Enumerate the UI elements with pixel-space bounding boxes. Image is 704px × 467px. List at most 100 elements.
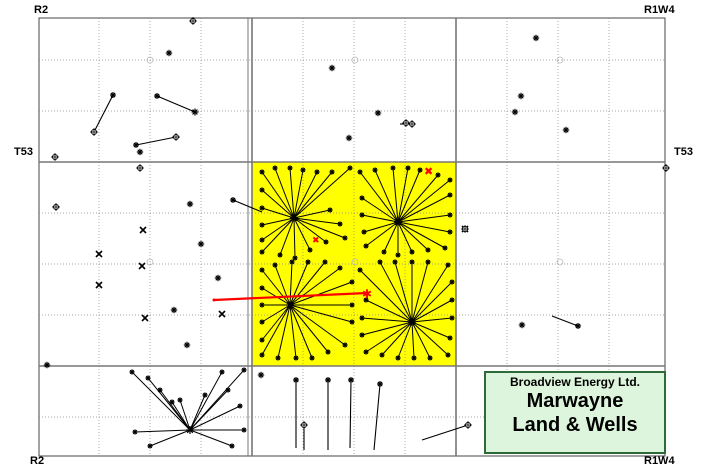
well-symbol	[139, 226, 147, 234]
well-trajectory	[361, 317, 413, 323]
well-trajectory	[289, 304, 329, 353]
well-trajectory	[551, 315, 579, 327]
well-trajectory	[159, 389, 191, 431]
well-trajectory	[261, 304, 291, 341]
well-symbol	[348, 377, 354, 383]
well-trajectory	[373, 383, 381, 451]
well-symbol	[293, 377, 299, 383]
well-symbol	[293, 355, 299, 361]
svg-text:✱: ✱	[362, 287, 372, 301]
well-symbol	[259, 302, 265, 308]
well-trajectory	[261, 269, 291, 306]
well-symbol	[259, 319, 265, 325]
well-symbol	[345, 134, 353, 142]
well-symbol	[214, 274, 222, 282]
well-trajectory	[293, 171, 318, 219]
red-well-symbol: ✖	[312, 236, 320, 246]
well-symbol	[377, 259, 383, 265]
well-symbol	[145, 375, 151, 381]
well-trajectory	[411, 321, 449, 356]
well-trajectory	[189, 394, 206, 431]
well-symbol	[259, 169, 265, 175]
well-symbol	[322, 259, 328, 265]
well-symbol	[662, 164, 670, 172]
well-trajectory	[361, 197, 399, 223]
well-symbol	[133, 142, 139, 148]
well-symbol	[323, 239, 329, 245]
well-symbol	[445, 262, 451, 268]
well-trajectory	[289, 261, 326, 306]
well-trajectory	[189, 389, 229, 431]
well-trajectory	[293, 217, 311, 251]
well-symbol	[359, 332, 365, 338]
well-trajectory	[293, 167, 351, 219]
well-trajectory	[156, 95, 196, 113]
well-trajectory	[397, 179, 451, 223]
well-trajectory	[289, 304, 313, 359]
well-symbol	[259, 205, 265, 211]
well-trajectory	[293, 209, 331, 219]
well-trajectory	[274, 264, 291, 306]
well-symbol	[511, 108, 519, 116]
well-symbol	[186, 200, 194, 208]
well-symbol	[417, 167, 423, 173]
well-trajectory	[261, 217, 295, 226]
well-trajectory	[289, 304, 353, 323]
well-symbol	[349, 319, 355, 325]
well-trajectory	[293, 217, 341, 225]
well-symbol	[349, 279, 355, 285]
township-label-right: T53	[674, 146, 693, 158]
well-symbol	[241, 367, 247, 373]
well-symbol	[292, 255, 298, 261]
well-symbol	[337, 265, 343, 271]
well-trajectory	[397, 221, 451, 233]
well-symbol	[405, 165, 411, 171]
well-trajectory	[277, 304, 291, 359]
well-trajectory	[397, 221, 446, 249]
well-symbol	[411, 355, 417, 361]
map-title-line-2: Land & Wells	[512, 414, 638, 436]
well-trajectory	[93, 94, 114, 133]
well-symbol	[229, 443, 235, 449]
well-symbol	[257, 371, 265, 379]
well-trajectory	[381, 321, 413, 356]
well-symbol	[374, 109, 382, 117]
range-label-top-left: R2	[34, 4, 49, 16]
range-label-bottom-right: R1W4	[644, 455, 675, 467]
range-label-bottom-left: R2	[30, 455, 45, 467]
well-symbol	[409, 249, 415, 255]
well-symbol	[377, 381, 383, 387]
well-symbol	[359, 212, 365, 218]
well-symbol	[357, 169, 363, 175]
well-symbol	[259, 267, 265, 273]
well-symbol	[381, 249, 387, 255]
well-symbol	[307, 247, 313, 253]
well-symbol	[289, 259, 295, 265]
well-trajectory	[293, 217, 327, 243]
well-symbol	[325, 377, 331, 383]
well-trajectory	[363, 221, 399, 233]
well-symbol	[409, 259, 415, 265]
well-symbol	[447, 335, 453, 341]
well-symbol	[259, 249, 265, 255]
well-trajectory	[397, 169, 421, 223]
well-symbol	[287, 165, 293, 171]
well-symbol	[517, 92, 525, 100]
well-symbol	[277, 252, 283, 258]
well-symbol	[43, 361, 51, 369]
township-label-left: T53	[14, 146, 33, 158]
well-trajectory	[374, 169, 399, 223]
well-symbol	[408, 318, 416, 326]
well-trajectory	[397, 167, 409, 223]
section-marker	[351, 56, 359, 64]
well-trajectory	[261, 304, 291, 323]
well-trajectory	[411, 321, 415, 359]
highlight-well-trajectory: ✱	[212, 287, 372, 302]
well-symbol	[395, 355, 401, 361]
well-symbol	[286, 301, 294, 309]
well-symbol	[425, 259, 431, 265]
well-trajectory	[289, 261, 309, 306]
well-symbol	[259, 237, 265, 243]
well-symbol	[461, 225, 469, 233]
